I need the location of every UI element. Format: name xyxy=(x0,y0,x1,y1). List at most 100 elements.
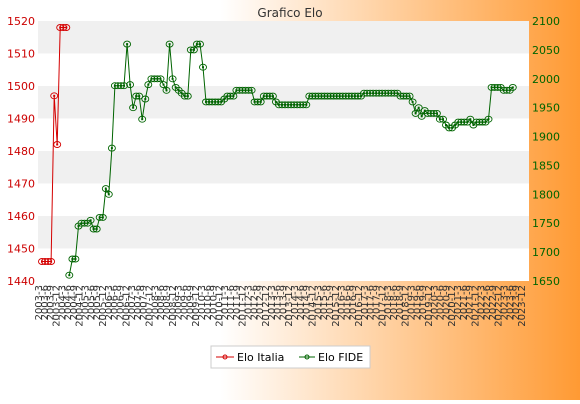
data-point-center xyxy=(192,48,195,51)
data-point-center xyxy=(323,95,326,98)
x-tick-label: 2010-3 xyxy=(197,285,208,320)
data-point xyxy=(484,115,493,123)
grid-band xyxy=(38,151,529,184)
legend: Elo Italia Elo FIDE xyxy=(210,345,371,369)
data-point-center xyxy=(183,95,186,98)
right-tick-label: 2000 xyxy=(532,73,560,86)
legend-item-elo-fide[interactable]: Elo FIDE xyxy=(299,351,363,364)
x-tick-label: 2007-6 xyxy=(133,285,144,320)
data-point-center xyxy=(490,86,493,89)
data-point-center xyxy=(238,89,241,92)
data-point xyxy=(141,95,150,103)
legend-item-elo-italia[interactable]: Elo Italia xyxy=(216,351,284,364)
data-point-center xyxy=(214,100,217,103)
x-tick-label: 2011-6 xyxy=(226,285,237,320)
x-tick-label: 2023-9 xyxy=(511,285,522,320)
x-tick-label: 2012-12 xyxy=(261,285,272,327)
data-point-center xyxy=(186,95,189,98)
right-tick-label: 1650 xyxy=(532,275,560,288)
data-point-center xyxy=(360,95,362,98)
data-point xyxy=(71,255,80,263)
data-point-center xyxy=(226,95,229,98)
left-tick-label: 1480 xyxy=(7,145,35,158)
data-point-center xyxy=(162,83,165,86)
left-tick-label: 1510 xyxy=(7,48,35,61)
x-tick-label: 2007-9 xyxy=(139,285,150,320)
x-tick-label: 2010-9 xyxy=(209,285,220,320)
data-point-center xyxy=(262,95,265,98)
x-tick-label: 2008-3 xyxy=(150,285,161,320)
data-point-center xyxy=(217,100,220,103)
x-tick-label: 2016-3 xyxy=(337,285,348,320)
data-point-center xyxy=(74,258,77,260)
data-point-center xyxy=(484,121,487,124)
x-tick-label: 2022-9 xyxy=(488,285,499,320)
data-point-center xyxy=(347,95,350,98)
data-point-center xyxy=(369,92,372,95)
x-tick-label: 2011-3 xyxy=(220,285,231,320)
data-point-center xyxy=(274,100,277,103)
data-point xyxy=(247,86,256,94)
data-point-center xyxy=(384,92,387,95)
data-point-center xyxy=(417,106,420,109)
data-point-center xyxy=(135,95,138,98)
data-point-center xyxy=(469,118,472,121)
data-point-center xyxy=(77,225,80,228)
x-tick-label: 2012-6 xyxy=(249,285,260,320)
data-point-center xyxy=(220,100,223,103)
x-tick-label: 2019-9 xyxy=(418,285,429,320)
data-point-center xyxy=(41,260,43,263)
x-tick-label: 2003-12 xyxy=(51,285,62,327)
right-tick-label: 1800 xyxy=(532,188,560,201)
data-point-center xyxy=(508,89,511,92)
data-point-center xyxy=(496,86,499,89)
data-point xyxy=(165,40,174,48)
x-tick-label: 2017-6 xyxy=(366,285,377,320)
right-tick-label: 1900 xyxy=(532,131,560,144)
data-point xyxy=(439,115,447,123)
data-point-center xyxy=(408,95,411,98)
data-point xyxy=(156,75,165,83)
data-point-center xyxy=(144,98,147,100)
data-point xyxy=(129,104,138,112)
x-tick-label: 2012-9 xyxy=(255,285,266,320)
data-point-center xyxy=(65,26,68,29)
x-tick-label: 2011-12 xyxy=(238,285,249,327)
data-point-center xyxy=(442,118,444,121)
data-point-center xyxy=(62,26,65,29)
data-point-center xyxy=(174,86,177,89)
x-tick-label: 2003-3 xyxy=(34,285,45,320)
data-point xyxy=(256,98,265,106)
data-point-center xyxy=(472,124,475,126)
data-point-center xyxy=(414,112,417,115)
x-tick-label: 2009-9 xyxy=(185,285,196,320)
x-tick-label: 2015-9 xyxy=(325,285,336,320)
data-point-center xyxy=(426,112,429,115)
data-point-center xyxy=(259,100,262,103)
x-tick-label: 2006-9 xyxy=(115,285,126,320)
left-axis-ticks: 1440 1450 1460 1470 1480 1490 1500 1510 1520 xyxy=(7,15,35,288)
data-point xyxy=(189,46,198,54)
data-point-center xyxy=(50,260,53,263)
data-point-center xyxy=(457,121,460,124)
data-point-center xyxy=(420,115,423,118)
right-tick-label: 1950 xyxy=(532,102,560,115)
series-elo-italia xyxy=(38,24,71,265)
data-point xyxy=(405,92,414,100)
data-point-center xyxy=(177,89,180,92)
x-tick-label: 2003-9 xyxy=(46,285,57,320)
data-point-center xyxy=(147,83,150,86)
data-point-center xyxy=(511,86,514,89)
data-point xyxy=(86,216,95,224)
data-point xyxy=(138,115,147,123)
left-tick-label: 1440 xyxy=(7,275,35,288)
data-point xyxy=(50,92,59,100)
x-tick-label: 2016-6 xyxy=(342,285,353,320)
data-point xyxy=(107,144,116,152)
data-point-center xyxy=(138,95,141,98)
data-point-center xyxy=(120,84,122,87)
right-tick-label: 2100 xyxy=(532,15,560,28)
data-point xyxy=(199,63,207,71)
x-tick-label: 2010-6 xyxy=(203,285,214,320)
